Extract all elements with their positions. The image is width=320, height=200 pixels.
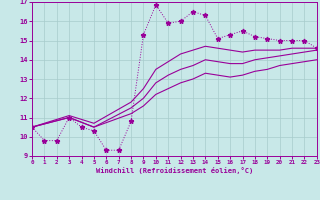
X-axis label: Windchill (Refroidissement éolien,°C): Windchill (Refroidissement éolien,°C) [96, 167, 253, 174]
